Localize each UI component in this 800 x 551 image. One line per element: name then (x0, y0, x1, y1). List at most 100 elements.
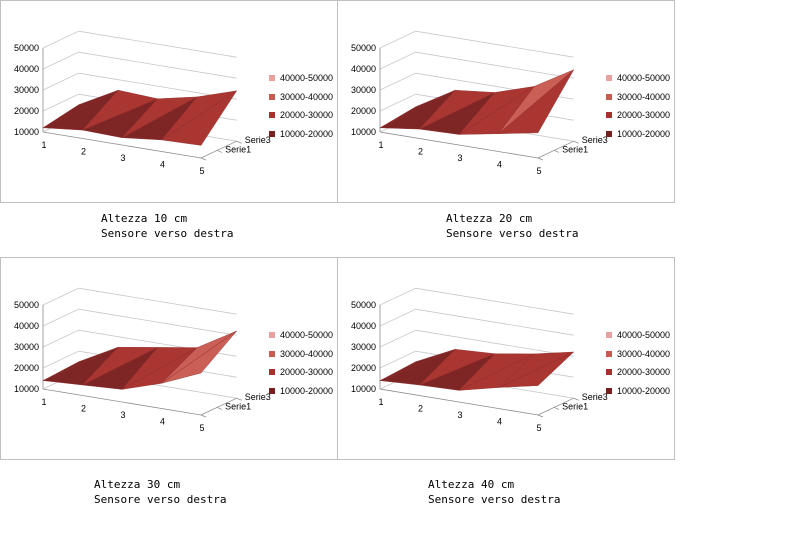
legend-label: 40000-50000 (280, 73, 334, 84)
legend-swatch (269, 387, 275, 394)
legend-label: 30000-40000 (617, 91, 671, 102)
legend-swatch (606, 387, 612, 394)
x-tick-label: 3 (120, 153, 125, 163)
z-tick-label: 10000 (351, 127, 376, 137)
legend-item: 30000-40000 (606, 88, 670, 107)
legend-swatch (269, 75, 275, 82)
gridline (42, 72, 237, 100)
x-tick-label: 1 (378, 397, 383, 407)
legend-item: 30000-40000 (269, 345, 333, 364)
gridline (379, 51, 574, 79)
gridline (42, 51, 237, 79)
depth-tick (537, 414, 544, 418)
z-tick-label: 30000 (14, 85, 39, 95)
legend-item: 30000-40000 (606, 345, 670, 364)
surface-facet (82, 89, 159, 131)
legend-item: 10000-20000 (606, 125, 670, 144)
x-tick-label: 2 (81, 404, 86, 414)
z-tick-label: 20000 (351, 106, 376, 116)
legend-label: 20000-30000 (280, 110, 334, 121)
series-label: Serie1 (562, 401, 588, 411)
z-tick-label: 20000 (14, 106, 39, 116)
depth-tick (553, 150, 560, 153)
surface-facet (458, 86, 535, 135)
caption-4: Altezza 40 cm Sensore verso destra (428, 477, 560, 507)
z-tick-label: 50000 (14, 43, 39, 53)
legend-label: 40000-50000 (617, 73, 671, 84)
series-label: Serie3 (582, 135, 608, 145)
z-tick-label: 40000 (351, 321, 376, 331)
legend-label: 20000-30000 (617, 367, 671, 378)
gridline (42, 287, 237, 315)
legend-item: 40000-50000 (269, 69, 333, 88)
legend-4: 40000-50000 30000-40000 20000-30000 1000… (606, 326, 670, 400)
caption-subtitle: Sensore verso destra (94, 493, 227, 506)
legend-swatch (269, 130, 275, 137)
surface-facet (379, 90, 456, 128)
surface-facet (419, 349, 495, 386)
x-tick-label: 5 (536, 166, 541, 176)
legend-swatch (606, 332, 612, 339)
legend-1: 40000-50000 30000-40000 20000-30000 1000… (269, 69, 333, 143)
depth-tick (236, 140, 242, 144)
series-label: Serie3 (245, 135, 271, 145)
surface-facet (161, 90, 237, 141)
surface-facet (458, 353, 535, 391)
z-tick-label: 30000 (351, 85, 376, 95)
x-tick-label: 5 (199, 166, 204, 176)
depth-tick (236, 397, 242, 401)
legend-item: 40000-50000 (606, 326, 670, 345)
surface-group (379, 349, 574, 391)
floor-edge (379, 388, 574, 416)
gridline (379, 308, 574, 336)
legend-item: 20000-30000 (269, 363, 333, 382)
z-tick-label: 10000 (14, 127, 39, 137)
series-label: Serie1 (562, 144, 588, 154)
legend-swatch (606, 75, 612, 82)
z-tick-label: 50000 (351, 43, 376, 53)
legend-item: 40000-50000 (606, 69, 670, 88)
caption-subtitle: Sensore verso destra (446, 227, 579, 240)
surface-facet (42, 347, 119, 381)
surface-facet (42, 90, 119, 128)
z-tick-label: 40000 (14, 321, 39, 331)
z-tick-label: 20000 (351, 363, 376, 373)
chart-panel-4: 50000 40000 30000 20000 10000 1 2 3 4 5 Serie1 Seri… (337, 257, 675, 460)
legend-2: 40000-50000 30000-40000 20000-30000 1000… (606, 69, 670, 143)
caption-subtitle: Sensore verso destra (428, 493, 561, 506)
legend-label: 10000-20000 (280, 385, 334, 396)
surface-facet (498, 351, 574, 388)
caption-1: Altezza 10 cm Sensore verso destra (101, 211, 233, 241)
x-tick-label: 5 (536, 423, 541, 433)
legend-swatch (606, 369, 612, 376)
surface-facet (121, 347, 198, 390)
depth-tick (553, 407, 560, 410)
surface-facet (498, 69, 574, 134)
legend-label: 20000-30000 (617, 110, 671, 121)
z-tick-label: 10000 (14, 384, 39, 394)
x-tick-label: 2 (81, 147, 86, 157)
series-label: Serie1 (225, 401, 251, 411)
surface-facet (379, 349, 456, 381)
x-tick-label: 2 (418, 404, 423, 414)
caption-2: Altezza 20 cm Sensore verso destra (446, 211, 578, 241)
x-tick-label: 1 (378, 140, 383, 150)
legend-label: 20000-30000 (280, 367, 334, 378)
legend-swatch (606, 93, 612, 100)
legend-item: 20000-30000 (606, 363, 670, 382)
legend-item: 20000-30000 (606, 106, 670, 125)
z-tick-label: 50000 (14, 300, 39, 310)
chart-panel-2: 50000 40000 30000 20000 10000 1 2 3 4 5 Serie1 Seri… (337, 0, 675, 203)
surface-facet (419, 89, 496, 130)
caption-title: Altezza 40 cm (428, 478, 515, 491)
caption-3: Altezza 30 cm Sensore verso destra (94, 477, 226, 507)
caption-title: Altezza 10 cm (101, 212, 188, 225)
legend-label: 10000-20000 (617, 128, 671, 139)
gridline (379, 30, 574, 58)
depth-tick (200, 414, 207, 418)
legend-item: 10000-20000 (606, 382, 670, 401)
